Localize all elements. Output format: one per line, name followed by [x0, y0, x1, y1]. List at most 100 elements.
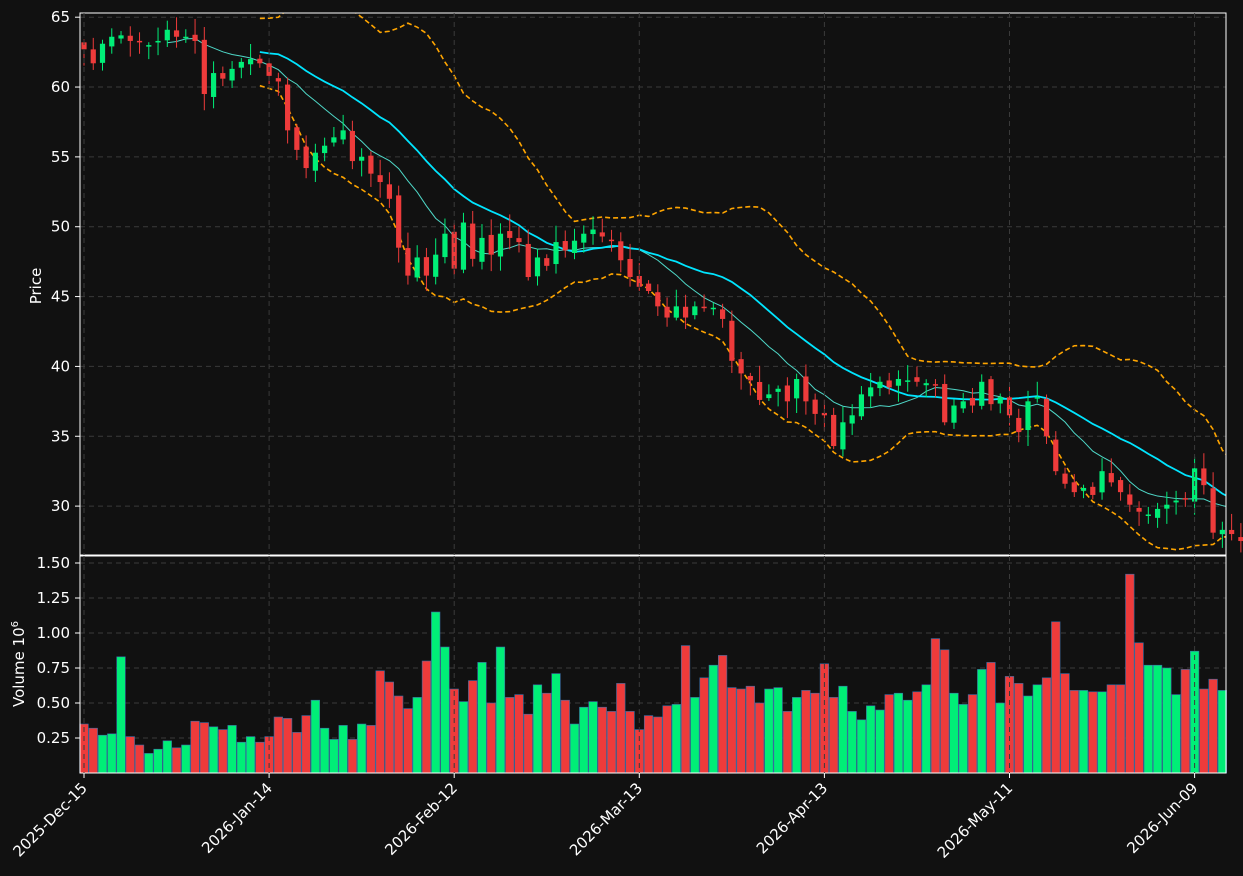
candle-body	[581, 233, 587, 243]
volume-bar	[1088, 691, 1098, 774]
candle-body	[886, 380, 892, 388]
candle-body	[812, 399, 818, 414]
volume-bar	[245, 736, 256, 774]
volume-bar	[421, 660, 432, 774]
candle-body	[136, 40, 143, 43]
volume-bar	[1171, 694, 1181, 774]
candle-body	[164, 29, 170, 41]
price-tick-label: 50	[51, 218, 70, 236]
volume-bar	[671, 704, 681, 774]
candle-body	[775, 388, 781, 392]
candle-body	[923, 383, 929, 386]
volume-bar	[903, 699, 913, 774]
candle-body	[618, 241, 624, 261]
volume-bar	[977, 669, 987, 774]
volume-bar	[717, 655, 728, 774]
candle-body	[210, 73, 217, 97]
candle-body	[257, 58, 263, 64]
candle-body	[747, 375, 753, 381]
volume-bar	[958, 704, 968, 774]
candle-body	[895, 378, 902, 386]
volume-bar	[495, 646, 506, 774]
candle-body	[1219, 529, 1225, 535]
candle-body	[534, 257, 541, 277]
candle-body	[183, 36, 189, 39]
volume-bar	[208, 726, 219, 774]
candle-body	[470, 223, 476, 259]
volume-bar	[357, 723, 367, 774]
volume-bar	[153, 748, 163, 774]
candle-body	[396, 195, 402, 248]
candle-body	[627, 258, 633, 278]
candle-body	[414, 257, 420, 278]
candle-body	[784, 385, 790, 402]
candle-body	[479, 237, 485, 262]
candle-body	[322, 145, 328, 154]
volume-bar	[403, 708, 413, 774]
candle-body	[571, 240, 578, 254]
volume-bar	[1199, 688, 1209, 774]
volume-tick-label: 1.25	[37, 589, 70, 607]
volume-bar	[384, 681, 395, 774]
volume-bar	[468, 680, 478, 774]
ma-slow-line	[259, 51, 1226, 497]
candle-body	[525, 243, 531, 278]
candle-body	[905, 380, 911, 382]
volume-bar	[745, 685, 755, 774]
volume-bar	[893, 692, 904, 774]
volume-bar	[653, 716, 663, 774]
volume-bar	[1032, 684, 1042, 774]
candle-body	[914, 377, 920, 382]
candle-body	[405, 248, 411, 276]
volume-bar	[107, 733, 117, 774]
volume-bar	[866, 705, 876, 774]
candle-body	[433, 254, 439, 277]
volume-bar	[569, 723, 580, 774]
candle-body	[960, 401, 966, 409]
price-tick-label: 55	[51, 148, 70, 166]
volume-axis-label: Volume 106	[10, 621, 28, 707]
candle-body	[840, 422, 846, 450]
volume-bar	[1069, 690, 1079, 774]
candle-body	[81, 42, 87, 50]
volume-bar	[283, 718, 293, 774]
candle-body	[460, 222, 467, 270]
volume-bar	[1115, 684, 1126, 774]
candle-body	[1006, 397, 1013, 416]
volume-bar	[366, 725, 376, 774]
volume-bar	[792, 697, 802, 774]
candle-body	[359, 156, 365, 161]
candle-body	[1062, 473, 1068, 484]
candle-body	[831, 414, 837, 447]
volume-axis-label-power: 6	[10, 621, 21, 627]
candle-body	[368, 155, 374, 174]
volume-bar	[292, 732, 302, 774]
candle-body	[1099, 471, 1105, 493]
volume-bar	[394, 695, 404, 774]
candle-body	[1090, 486, 1096, 495]
candle-body	[710, 307, 716, 310]
volume-bar	[171, 747, 182, 774]
volume-bar	[532, 684, 543, 774]
volume-bar	[1217, 690, 1227, 774]
candle-body	[1034, 397, 1040, 399]
candle-body	[497, 233, 504, 257]
volume-bar	[1023, 695, 1033, 774]
candle-body	[821, 412, 827, 416]
volume-bar	[523, 713, 533, 774]
volume-bar	[810, 692, 820, 774]
volume-axis-label-base: 10	[10, 627, 28, 646]
volume-bar	[995, 702, 1005, 774]
candle-body	[312, 152, 318, 171]
candle-body	[1154, 508, 1161, 518]
candle-body	[692, 306, 698, 316]
volume-bar	[930, 638, 941, 774]
volume-bar	[1097, 691, 1107, 774]
volume-bar	[616, 683, 626, 774]
volume-bar	[88, 727, 98, 774]
candle-body	[1016, 417, 1022, 433]
candle-body	[275, 78, 281, 82]
candle-body	[155, 40, 161, 43]
volume-bar	[1125, 573, 1135, 774]
candle-body	[969, 397, 976, 406]
